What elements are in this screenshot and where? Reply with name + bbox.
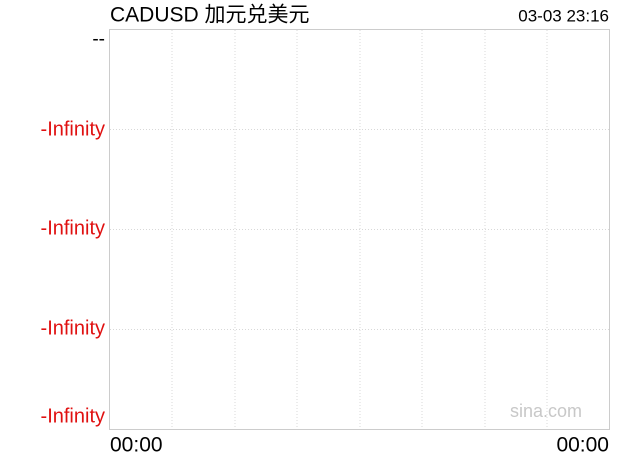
timestamp: 03-03 23:16 — [518, 6, 609, 25]
x-label: 00:00 — [110, 434, 163, 457]
grid — [110, 30, 609, 429]
y-label: -Infinity — [41, 217, 105, 239]
x-label: 00:00 — [556, 434, 609, 457]
plot-frame — [109, 29, 610, 430]
title: CADUSD 加元兑美元 — [110, 4, 310, 27]
y-label: -Infinity — [41, 405, 105, 427]
watermark: sina.com — [510, 401, 582, 421]
y-label: -Infinity — [41, 317, 105, 339]
y-label: -- — [92, 29, 105, 50]
y-label: -Infinity — [41, 118, 105, 140]
